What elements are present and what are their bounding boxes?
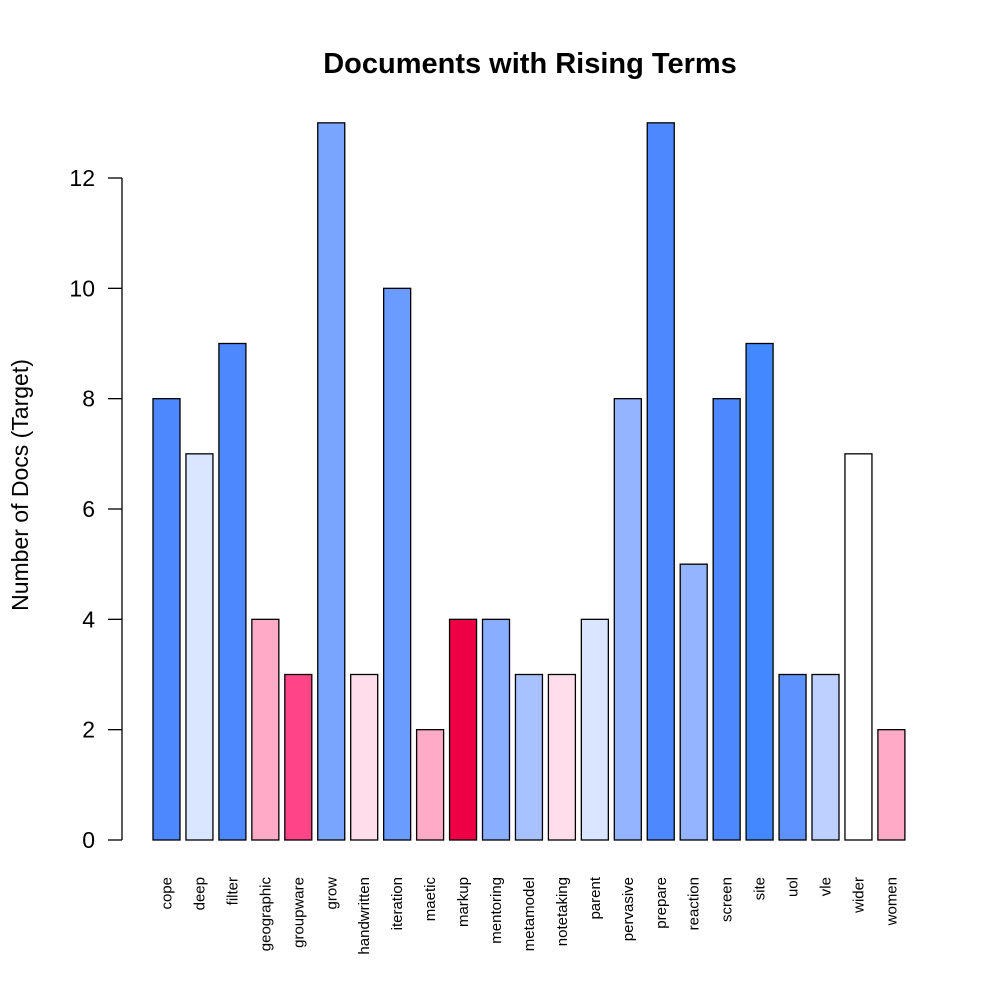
bar-geographic — [251, 618, 280, 841]
x-tick-label: handwritten — [356, 877, 373, 955]
bar-filter — [218, 342, 247, 841]
bar-prepare — [646, 122, 675, 841]
x-tick-label: grow — [323, 877, 340, 910]
x-tick-label: women — [883, 877, 900, 926]
bar-grow — [317, 122, 346, 841]
bar-pervasive — [613, 398, 642, 841]
x-tick-label: prepare — [653, 877, 670, 929]
bar-women — [877, 729, 906, 841]
x-tick-label: vle — [818, 877, 835, 896]
x-tick-label: geographic — [257, 877, 274, 952]
y-tick-label: 4 — [82, 606, 95, 632]
x-tick-label: metamodel — [521, 877, 538, 951]
y-tick-label: 6 — [82, 496, 95, 522]
x-tick-label: maetic — [422, 877, 439, 922]
bar-wider — [844, 453, 873, 841]
bar-notetaking — [547, 673, 577, 841]
x-tick-label: cope — [159, 877, 176, 910]
bar-reaction — [679, 563, 708, 841]
x-tick-label: deep — [191, 877, 208, 910]
x-tick-label: pervasive — [620, 877, 637, 941]
x-tick-label: parent — [587, 876, 604, 919]
x-tick-label: filter — [224, 877, 241, 905]
x-tick-label: reaction — [686, 877, 703, 930]
y-tick-label: 10 — [69, 275, 95, 301]
chart-title: Documents with Rising Terms — [323, 48, 737, 80]
bar-deep — [185, 453, 214, 841]
x-tick-label: groupware — [290, 877, 307, 948]
y-tick-label: 8 — [82, 386, 95, 412]
x-tick-label: markup — [455, 877, 472, 927]
x-tick-labels: cope deep filter geographic groupware grow han… — [159, 876, 901, 954]
x-tick-label: iteration — [389, 877, 406, 930]
bar-site — [745, 342, 774, 841]
bar-cope — [152, 398, 181, 841]
bar-markup — [448, 618, 478, 841]
y-tick-label: 2 — [82, 717, 95, 743]
y-axis-label: Number of Docs (Target) — [7, 359, 33, 611]
x-tick-label: uol — [785, 877, 802, 897]
x-tick-label: site — [752, 877, 769, 900]
bars-group — [152, 122, 906, 841]
x-tick-label: notetaking — [554, 877, 571, 946]
y-tick-label: 0 — [82, 827, 95, 853]
x-tick-label: mentoring — [488, 877, 505, 944]
bar-iteration — [382, 287, 412, 841]
bar-handwritten — [350, 673, 379, 841]
bar-parent — [580, 618, 609, 841]
bar-mentoring — [481, 618, 511, 841]
y-tick-label: 12 — [69, 165, 95, 191]
bar-vle — [811, 673, 840, 841]
bar-uol — [778, 673, 807, 841]
y-axis: 0 2 4 6 8 10 12 — [69, 165, 123, 853]
x-tick-label: wider — [850, 877, 867, 914]
x-tick-label: screen — [719, 877, 736, 922]
bar-maetic — [415, 729, 445, 841]
bar-metamodel — [514, 673, 544, 841]
bar-groupware — [284, 673, 313, 841]
bar-screen — [712, 398, 741, 841]
